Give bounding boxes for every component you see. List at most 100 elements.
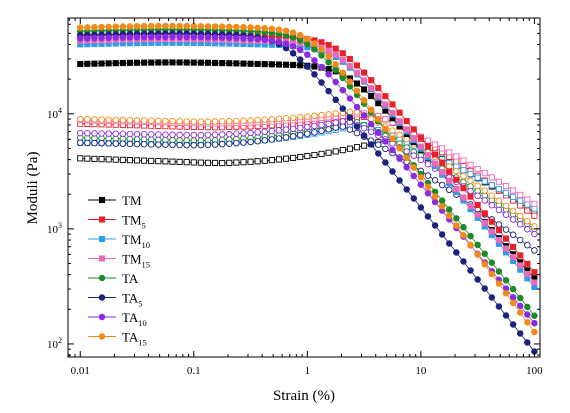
data-point [502,245,510,252]
data-point [453,167,460,175]
data-point [481,250,488,258]
data-point [325,47,332,54]
data-point [183,118,190,125]
data-point [304,51,311,58]
data-point [474,192,481,200]
data-point [169,141,176,149]
data-point [438,181,446,189]
data-point [98,130,105,137]
legend-marker [98,294,106,301]
data-point [183,131,190,139]
data-point [105,60,112,67]
data-point [91,139,98,147]
data-point [105,140,112,147]
data-point [148,59,155,66]
data-point [304,152,311,160]
data-point [509,207,517,215]
data-point [509,285,517,293]
x-tick-label: 100 [526,365,543,377]
data-point [361,69,368,76]
data-point [368,85,375,92]
data-point [254,35,261,43]
data-point [282,61,290,68]
data-point [254,60,261,67]
data-point [190,131,198,139]
data-point [318,150,325,157]
data-point [247,117,254,124]
data-point [524,196,531,203]
data-point [432,160,439,167]
legend-label: TA15 [122,330,147,348]
data-point [91,60,98,67]
data-point [204,34,212,41]
data-point [339,118,347,125]
data-point [432,141,439,148]
data-point [509,216,517,223]
data-point [353,108,361,116]
data-point [204,131,212,139]
data-point [325,53,332,60]
series-line [80,36,535,324]
data-point [176,22,183,30]
data-point [332,45,339,52]
data-point [247,35,254,42]
data-point [233,159,240,166]
data-point [410,126,417,133]
data-point [155,141,162,148]
data-point [474,201,481,209]
data-point [524,201,531,208]
data-point [311,112,318,120]
data-point [332,148,339,155]
data-point [495,268,503,275]
data-point [162,131,169,138]
data-point [105,23,112,31]
data-point [516,309,524,316]
data-point [98,156,105,163]
data-point [353,69,361,77]
data-point [509,293,517,301]
data-point [218,131,226,138]
data-point [254,137,261,145]
data-point [403,154,410,162]
data-point [254,158,261,165]
data-point [98,60,105,67]
legend-item: TA5 [88,291,143,309]
data-point [282,115,290,122]
data-point [431,176,439,184]
data-point [531,279,538,286]
data-point [261,137,269,144]
data-point [488,201,496,209]
data-point [77,139,84,147]
data-point [517,191,524,198]
data-point [396,177,403,184]
data-point [495,303,503,310]
data-point [268,115,276,123]
data-point [296,131,304,139]
data-point [353,123,361,130]
data-point [353,62,361,69]
data-point [495,227,502,234]
legend-label: TM [122,193,142,208]
data-point [304,130,311,137]
data-point [410,195,418,202]
data-point [289,50,297,57]
data-point [375,100,382,107]
data-point [147,22,155,30]
data-point [417,173,425,181]
data-point [431,222,439,229]
data-point [247,24,254,31]
data-point [155,22,162,30]
data-point [346,55,353,63]
data-point [481,219,488,227]
data-point [361,77,368,84]
data-point [325,87,332,95]
data-point [360,132,368,139]
data-point [495,236,502,244]
data-point [467,193,474,200]
data-point [119,156,126,163]
legend-label: TA [122,271,139,286]
legend-item: TM [88,193,142,208]
data-point [282,155,290,162]
data-point [126,157,133,164]
data-point [502,226,510,233]
